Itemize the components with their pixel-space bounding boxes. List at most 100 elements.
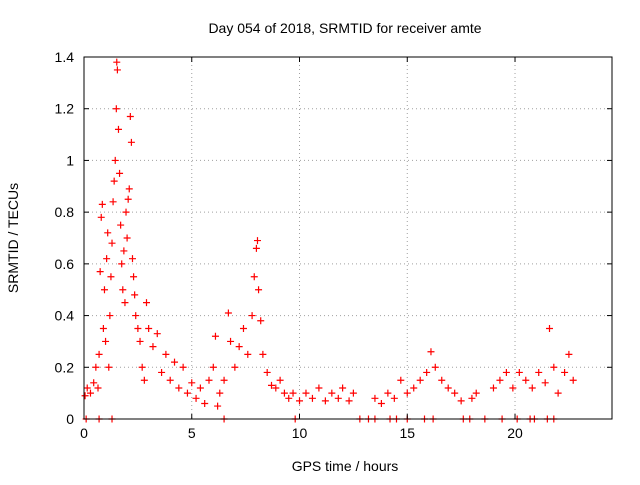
scatter-point: [397, 376, 405, 384]
scatter-point: [130, 273, 138, 281]
scatter-point: [227, 337, 235, 345]
scatter-point: [96, 268, 104, 276]
scatter-point: [302, 389, 310, 397]
scatter-point: [438, 376, 446, 384]
y-tick-label: 1: [66, 152, 74, 168]
scatter-point: [114, 125, 122, 133]
scatter-point: [111, 156, 119, 164]
scatter-point: [113, 58, 121, 66]
chart-title: Day 054 of 2018, SRMTID for receiver amt…: [208, 20, 481, 36]
scatter-point: [444, 384, 452, 392]
scatter-point: [99, 325, 107, 332]
scatter-point: [416, 376, 424, 384]
scatter-point: [131, 291, 139, 299]
x-tick-label: 5: [188, 425, 196, 441]
scatter-point: [267, 381, 275, 389]
scatter-point: [201, 399, 209, 407]
scatter-point: [431, 363, 439, 371]
scatter-point: [188, 379, 196, 387]
scatter-point: [248, 312, 256, 320]
scatter-point: [231, 363, 239, 371]
scatter-point: [235, 343, 243, 351]
scatter-point: [107, 273, 115, 281]
scatter-point: [175, 384, 183, 392]
scatter-point: [119, 286, 127, 294]
y-tick-label: 0.6: [55, 256, 75, 272]
plot-frame: [83, 56, 613, 420]
scatter-point: [328, 389, 336, 397]
scatter-point: [384, 389, 392, 397]
scatter-point: [244, 350, 252, 358]
scatter-point: [205, 376, 213, 384]
scatter-point: [183, 389, 191, 397]
scatter-point: [252, 244, 260, 252]
scatter-point: [321, 397, 329, 405]
gridlines: [84, 57, 612, 419]
scatter-point: [108, 239, 116, 247]
scatter-point: [113, 66, 121, 74]
scatter-point: [121, 299, 129, 307]
scatter-point: [134, 325, 142, 332]
scatter-point: [105, 363, 113, 371]
scatter-point: [276, 376, 284, 384]
scatter-point: [100, 286, 108, 294]
y-tick-label: 0.4: [55, 308, 75, 324]
scatter-point: [90, 379, 98, 387]
scatter-point: [117, 221, 125, 229]
scatter-point: [561, 368, 569, 376]
scatter-point: [427, 348, 435, 356]
scatter-point: [118, 260, 126, 268]
scatter-point: [220, 376, 228, 384]
scatter-point: [390, 394, 398, 402]
scatter-point: [535, 368, 543, 376]
scatter-point: [250, 273, 258, 281]
scatter-point: [122, 208, 130, 216]
x-tick-label: 10: [292, 425, 308, 441]
scatter-point: [128, 255, 136, 263]
scatter-point: [211, 332, 219, 340]
scatter-point: [315, 384, 323, 392]
scatter-point: [192, 394, 200, 402]
scatter-point: [81, 392, 89, 400]
scatter-point: [149, 343, 157, 351]
scatter-point: [145, 325, 153, 332]
scatter-point: [224, 309, 232, 317]
scatter-point: [124, 195, 132, 203]
scatter-point: [116, 169, 124, 177]
x-tick-label: 15: [399, 425, 415, 441]
scatter-point: [285, 394, 293, 402]
scatter-point: [166, 376, 174, 384]
scatter-point: [97, 213, 105, 221]
scatter-point: [423, 368, 431, 376]
scatter-point: [489, 384, 497, 392]
data-points: [81, 58, 577, 423]
scatter-point: [112, 105, 120, 113]
scatter-point: [263, 368, 271, 376]
scatter-point: [106, 312, 114, 320]
scatter-point: [162, 350, 170, 358]
scatter-point: [239, 325, 247, 332]
scatter-point: [92, 363, 100, 371]
scatter-point: [308, 394, 316, 402]
scatter-point: [554, 389, 562, 397]
scatter-point: [158, 368, 166, 376]
x-tick-label: 0: [80, 425, 88, 441]
scatter-point: [123, 234, 131, 242]
y-tick-label: 0.2: [55, 359, 75, 375]
scatter-point: [255, 286, 263, 294]
scatter-point: [528, 384, 536, 392]
scatter-point: [86, 389, 94, 397]
scatter-point: [136, 337, 144, 345]
scatter-point: [257, 317, 265, 325]
scatter-point: [140, 376, 148, 384]
y-tick-label: 1.2: [55, 101, 75, 117]
scatter-point: [125, 185, 133, 193]
scatter-point: [104, 229, 112, 237]
scatter-point: [569, 376, 577, 384]
scatter-point: [83, 384, 91, 392]
x-axis-label: GPS time / hours: [292, 458, 399, 474]
axis-ticks: 0 5 10 15 20 0 0.2 0.4 0.6 0.8 1 1.2 1.4: [55, 49, 612, 441]
scatter-point: [349, 389, 357, 397]
